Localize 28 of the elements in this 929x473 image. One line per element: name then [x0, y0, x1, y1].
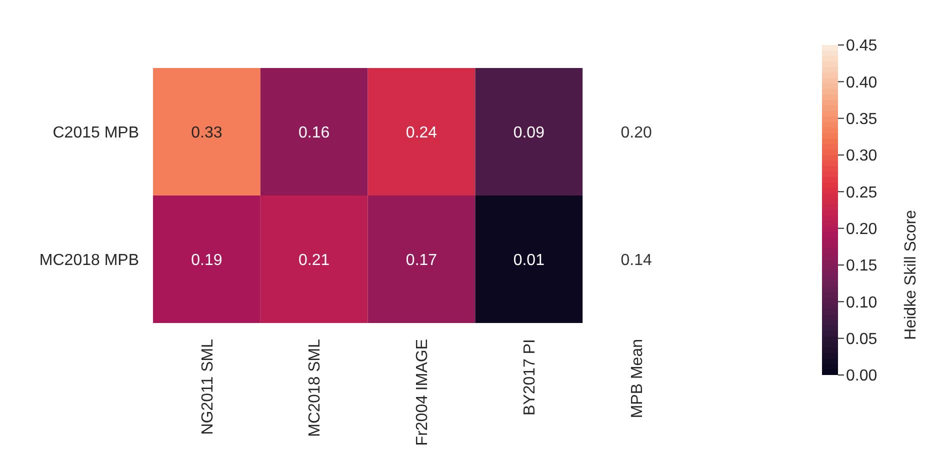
data-label: 0.01 — [513, 252, 545, 269]
text: 0.14 — [620, 252, 652, 269]
x-tick-label: Fr2004 IMAGE — [414, 339, 432, 446]
data-label: 0.17 — [406, 252, 438, 269]
color-bar-label: 0.25 — [846, 184, 878, 202]
data-label: 0.16 — [298, 124, 330, 142]
data-label: 0.09 — [513, 124, 545, 142]
color-bar-label: 0.40 — [846, 74, 878, 92]
color-bar-label: 0.00 — [846, 368, 878, 385]
data-label: 0.24 — [406, 124, 438, 142]
x-tick-label: MPB Mean — [628, 339, 646, 418]
color-bar-label: 0.15 — [846, 258, 878, 275]
y-tick-label: C2015 MPB — [52, 124, 139, 142]
color-bar-title: Heidke Skill Score — [902, 210, 920, 340]
y-tick-label: MC2018 MPB — [39, 252, 139, 269]
x-tick-label: MC2018 SML — [306, 338, 324, 437]
data-label: 0.21 — [298, 252, 330, 269]
data-label: 0.33 — [191, 124, 222, 142]
text: 0.20 — [620, 124, 652, 142]
color-bar-label: 0.30 — [846, 148, 878, 165]
color-bar-label: 0.10 — [846, 294, 878, 312]
color-bar-label: 0.20 — [846, 221, 878, 238]
color-bar-label: 0.35 — [846, 111, 878, 128]
color-bar-label: 0.05 — [846, 331, 878, 348]
x-tick-label: BY2017 PI — [522, 339, 538, 416]
color-bar-label: 0.45 — [846, 38, 878, 55]
x-tick-label: NG2011 SML — [199, 338, 216, 435]
data-label: 0.19 — [191, 252, 222, 269]
